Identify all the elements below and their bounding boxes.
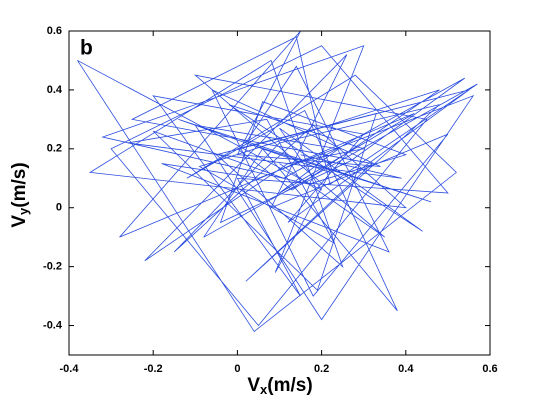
x-tick-label: 0.2 [314, 363, 329, 375]
y-axis-label-sub: y [16, 207, 31, 215]
trajectory-line [77, 30, 478, 333]
annotation: b [80, 37, 93, 60]
y-axis-label-unit: (m/s) [9, 162, 30, 207]
y-tick-label: -0.2 [43, 261, 62, 273]
y-tick-label: 0.4 [47, 84, 63, 96]
x-tick-label: 0 [234, 363, 240, 375]
y-tick-label: 0.6 [47, 25, 62, 37]
x-tick-label: -0.2 [144, 363, 163, 375]
axes-frame [68, 30, 491, 356]
y-axis-label-main: V [9, 215, 30, 228]
x-tick-label: -0.4 [60, 363, 80, 375]
x-axis-label-sub: x [260, 382, 268, 397]
x-tick-label: 0.6 [482, 363, 497, 375]
x-axis-label-unit: (m/s) [267, 375, 312, 396]
x-tick-label: 0.4 [398, 363, 414, 375]
y-axis-label: Vy(m/s) [9, 162, 31, 227]
y-tick-label: 0 [56, 202, 62, 214]
x-axis-label-main: V [247, 375, 260, 396]
y-tick-label: 0.2 [47, 143, 62, 155]
y-tick-label: -0.4 [43, 319, 63, 331]
x-axis-label: Vx(m/s) [247, 375, 312, 397]
plot [77, 30, 478, 333]
